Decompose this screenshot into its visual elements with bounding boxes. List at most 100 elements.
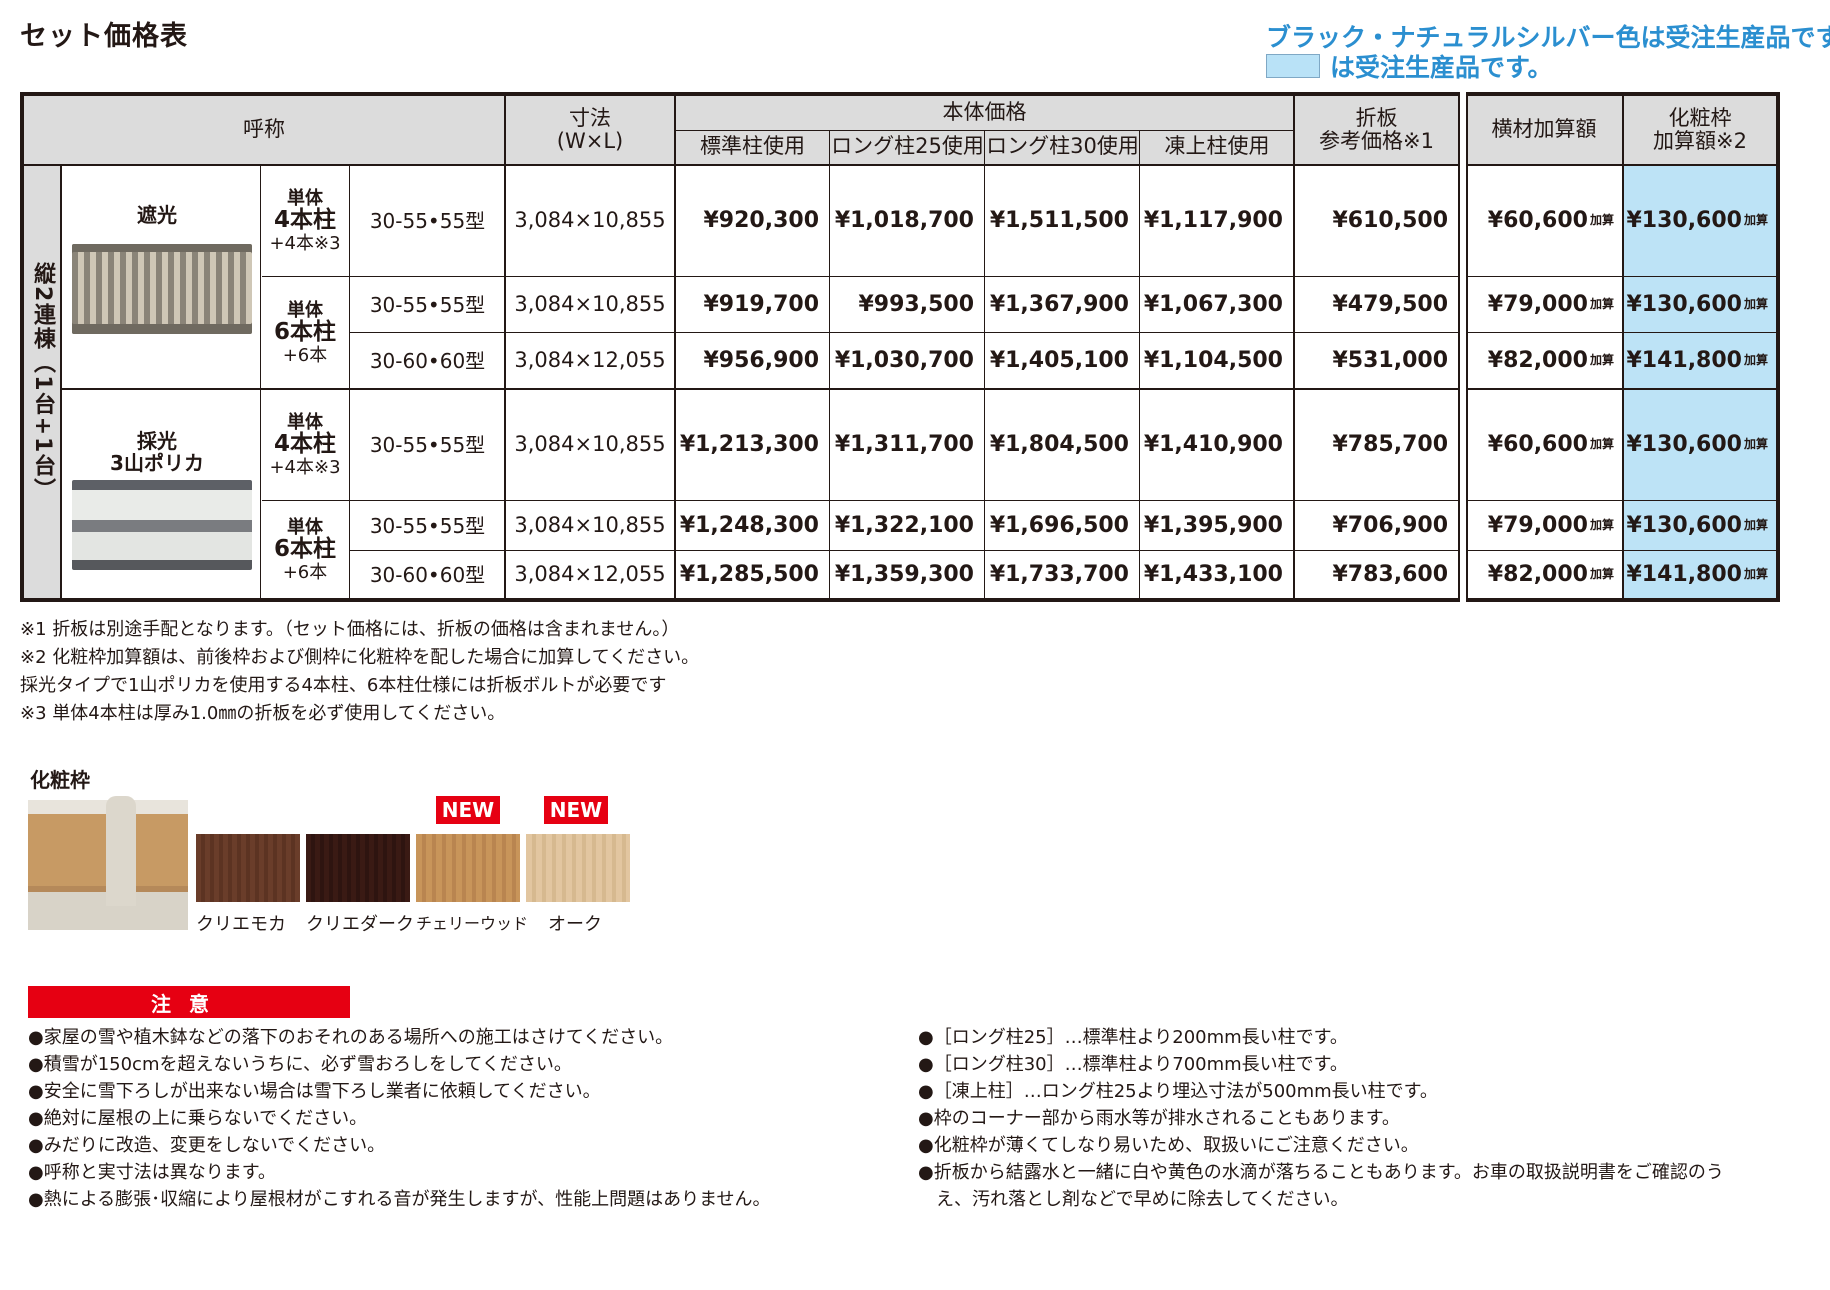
cell-frost-value: ¥1,117,900: [1143, 207, 1283, 233]
caution-item: ●折板から結露水と一緒に白や黄色の水滴が落ちることもあります。お車の取扱説明書を…: [918, 1162, 1724, 1183]
header-standard: 標準柱使用: [700, 134, 805, 159]
col-line: [349, 166, 350, 598]
unit-divider: [262, 500, 1776, 501]
cell-l30-value: ¥1,804,500: [989, 431, 1129, 457]
add-suffix: 加算: [1589, 437, 1614, 452]
cell-dim-value: 3,084×10,855: [514, 208, 666, 233]
note-3: 採光タイプで1山ポリカを使用する4本柱、6本柱仕様には折板ボルトが必要です: [20, 675, 667, 696]
header-frost: 凍上柱使用: [1164, 134, 1270, 159]
column-gap: [1460, 92, 1466, 602]
cell-frost-value: ¥1,433,100: [1143, 561, 1283, 587]
row-divider: [350, 332, 1776, 333]
col-gap-right: [1466, 96, 1468, 598]
cell-model: 30-55•55型: [351, 390, 504, 500]
cell-l30: ¥1,405,100: [986, 334, 1139, 388]
cell-finish: ¥141,800 加算: [1624, 334, 1776, 388]
cell-l30-value: ¥1,405,100: [989, 347, 1129, 373]
cell-frost-value: ¥1,395,900: [1143, 512, 1283, 538]
unit-label-line1: 単体: [287, 187, 323, 209]
unit-divider: [262, 276, 1776, 277]
add-suffix: 加算: [1743, 518, 1768, 533]
cell-l25-value: ¥1,322,100: [834, 512, 974, 538]
col-line: [984, 130, 985, 598]
cell-finish-value: ¥141,800: [1626, 561, 1742, 587]
caution-item: ●［ロング柱25］…標準柱より200mm長い柱です。: [918, 1027, 1348, 1048]
cell-l30: ¥1,733,700: [986, 552, 1139, 598]
group-divider: [60, 388, 1776, 390]
cell-panel: ¥610,500: [1295, 166, 1458, 276]
cell-l30: ¥1,804,500: [986, 390, 1139, 500]
unit-label: 単体 4本柱 +4本※3: [262, 166, 348, 276]
cell-dim-value: 3,084×12,055: [514, 348, 666, 373]
col-line: [1139, 130, 1140, 598]
swatch-crie-mocha: [196, 834, 300, 902]
cell-cross-value: ¥79,000: [1487, 512, 1588, 538]
unit-label: 単体 6本柱 +6本: [262, 502, 348, 598]
group-light-type-line1: 採光: [137, 429, 177, 453]
cell-cross: ¥82,000 加算: [1468, 552, 1622, 598]
cell-frost: ¥1,433,100: [1141, 552, 1293, 598]
new-badge: NEW: [436, 796, 500, 824]
add-suffix: 加算: [1743, 437, 1768, 452]
cell-l25-value: ¥1,030,700: [834, 347, 974, 373]
cell-dim-value: 3,084×10,855: [514, 513, 666, 538]
group-light-type: 採光 3山ポリカ: [62, 426, 252, 478]
cell-dim: 3,084×12,055: [506, 552, 674, 598]
side-label: 縦2連棟（1台+1台）: [24, 166, 60, 598]
cell-finish-value: ¥130,600: [1626, 512, 1742, 538]
cell-cross: ¥82,000 加算: [1468, 334, 1622, 388]
cell-cross-value: ¥82,000: [1487, 561, 1588, 587]
cell-finish: ¥141,800 加算: [1624, 552, 1776, 598]
cell-panel: ¥785,700: [1295, 390, 1458, 500]
notice-line-2: は受注生産品です。: [1330, 53, 1553, 82]
cell-std-value: ¥920,300: [703, 207, 819, 233]
header-finish-line1: 化粧枠: [1668, 105, 1732, 130]
header-panel-line1: 折板: [1355, 105, 1398, 130]
swatch-label: クリエモカ: [196, 914, 286, 935]
caution-item: ●［凍上柱］…ロング柱25より埋込寸法が500mm長い柱です。: [918, 1081, 1438, 1102]
cell-frost-value: ¥1,104,500: [1143, 347, 1283, 373]
cell-model-value: 30-60•60型: [369, 563, 486, 587]
cell-cross: ¥60,600 加算: [1468, 166, 1622, 276]
header-dimension-label: 寸法: [569, 105, 611, 130]
cell-frost: ¥1,395,900: [1141, 502, 1293, 550]
header-long25: ロング柱25使用: [831, 134, 984, 159]
cell-finish: ¥130,600 加算: [1624, 502, 1776, 550]
cell-l25: ¥993,500: [831, 278, 984, 332]
page-title: セット価格表: [20, 21, 188, 52]
cell-panel-value: ¥785,700: [1332, 431, 1448, 457]
cell-dim: 3,084×10,855: [506, 278, 674, 332]
unit-label: 単体 6本柱 +6本: [262, 278, 348, 388]
add-suffix: 加算: [1743, 297, 1768, 312]
cell-frost: ¥1,104,500: [1141, 334, 1293, 388]
cell-cross-value: ¥60,600: [1487, 431, 1588, 457]
col-line: [1622, 96, 1624, 598]
group-light-type-line2: 3山ポリカ: [110, 451, 204, 475]
unit-label-line1: 単体: [287, 516, 323, 538]
col-gap-left: [1458, 96, 1460, 598]
col-line: [60, 164, 62, 598]
cell-l30-value: ¥1,733,700: [989, 561, 1129, 587]
caution-title: 注意: [28, 986, 350, 1018]
cell-std-value: ¥919,700: [703, 291, 819, 317]
made-to-order-color-swatch: [1266, 54, 1320, 78]
finish-column-highlight: [1624, 166, 1776, 598]
cell-finish: ¥130,600 加算: [1624, 278, 1776, 332]
cell-std: ¥1,213,300: [676, 390, 829, 500]
cell-dim: 3,084×10,855: [506, 502, 674, 550]
header-finish-line2: 加算額※2: [1653, 129, 1747, 153]
cell-std: ¥1,285,500: [676, 552, 829, 598]
caution-item: え、汚れ落とし剤などで早めに除去してください。: [918, 1189, 1349, 1210]
col-line: [260, 166, 261, 598]
unit-label-line2: 6本柱: [273, 536, 336, 563]
cell-cross-value: ¥60,600: [1487, 207, 1588, 233]
cell-l25: ¥1,322,100: [831, 502, 984, 550]
caution-item: ●呼称と実寸法は異なります。: [28, 1162, 276, 1183]
add-suffix: 加算: [1589, 297, 1614, 312]
swatch-crie-dark: [306, 834, 410, 902]
notice-line-2-wrap: は受注生産品です。: [1266, 48, 1553, 84]
cell-std-value: ¥956,900: [703, 347, 819, 373]
cell-dim: 3,084×12,055: [506, 334, 674, 388]
finish-frame-corner: [106, 796, 136, 906]
cell-model-value: 30-55•55型: [369, 514, 486, 538]
